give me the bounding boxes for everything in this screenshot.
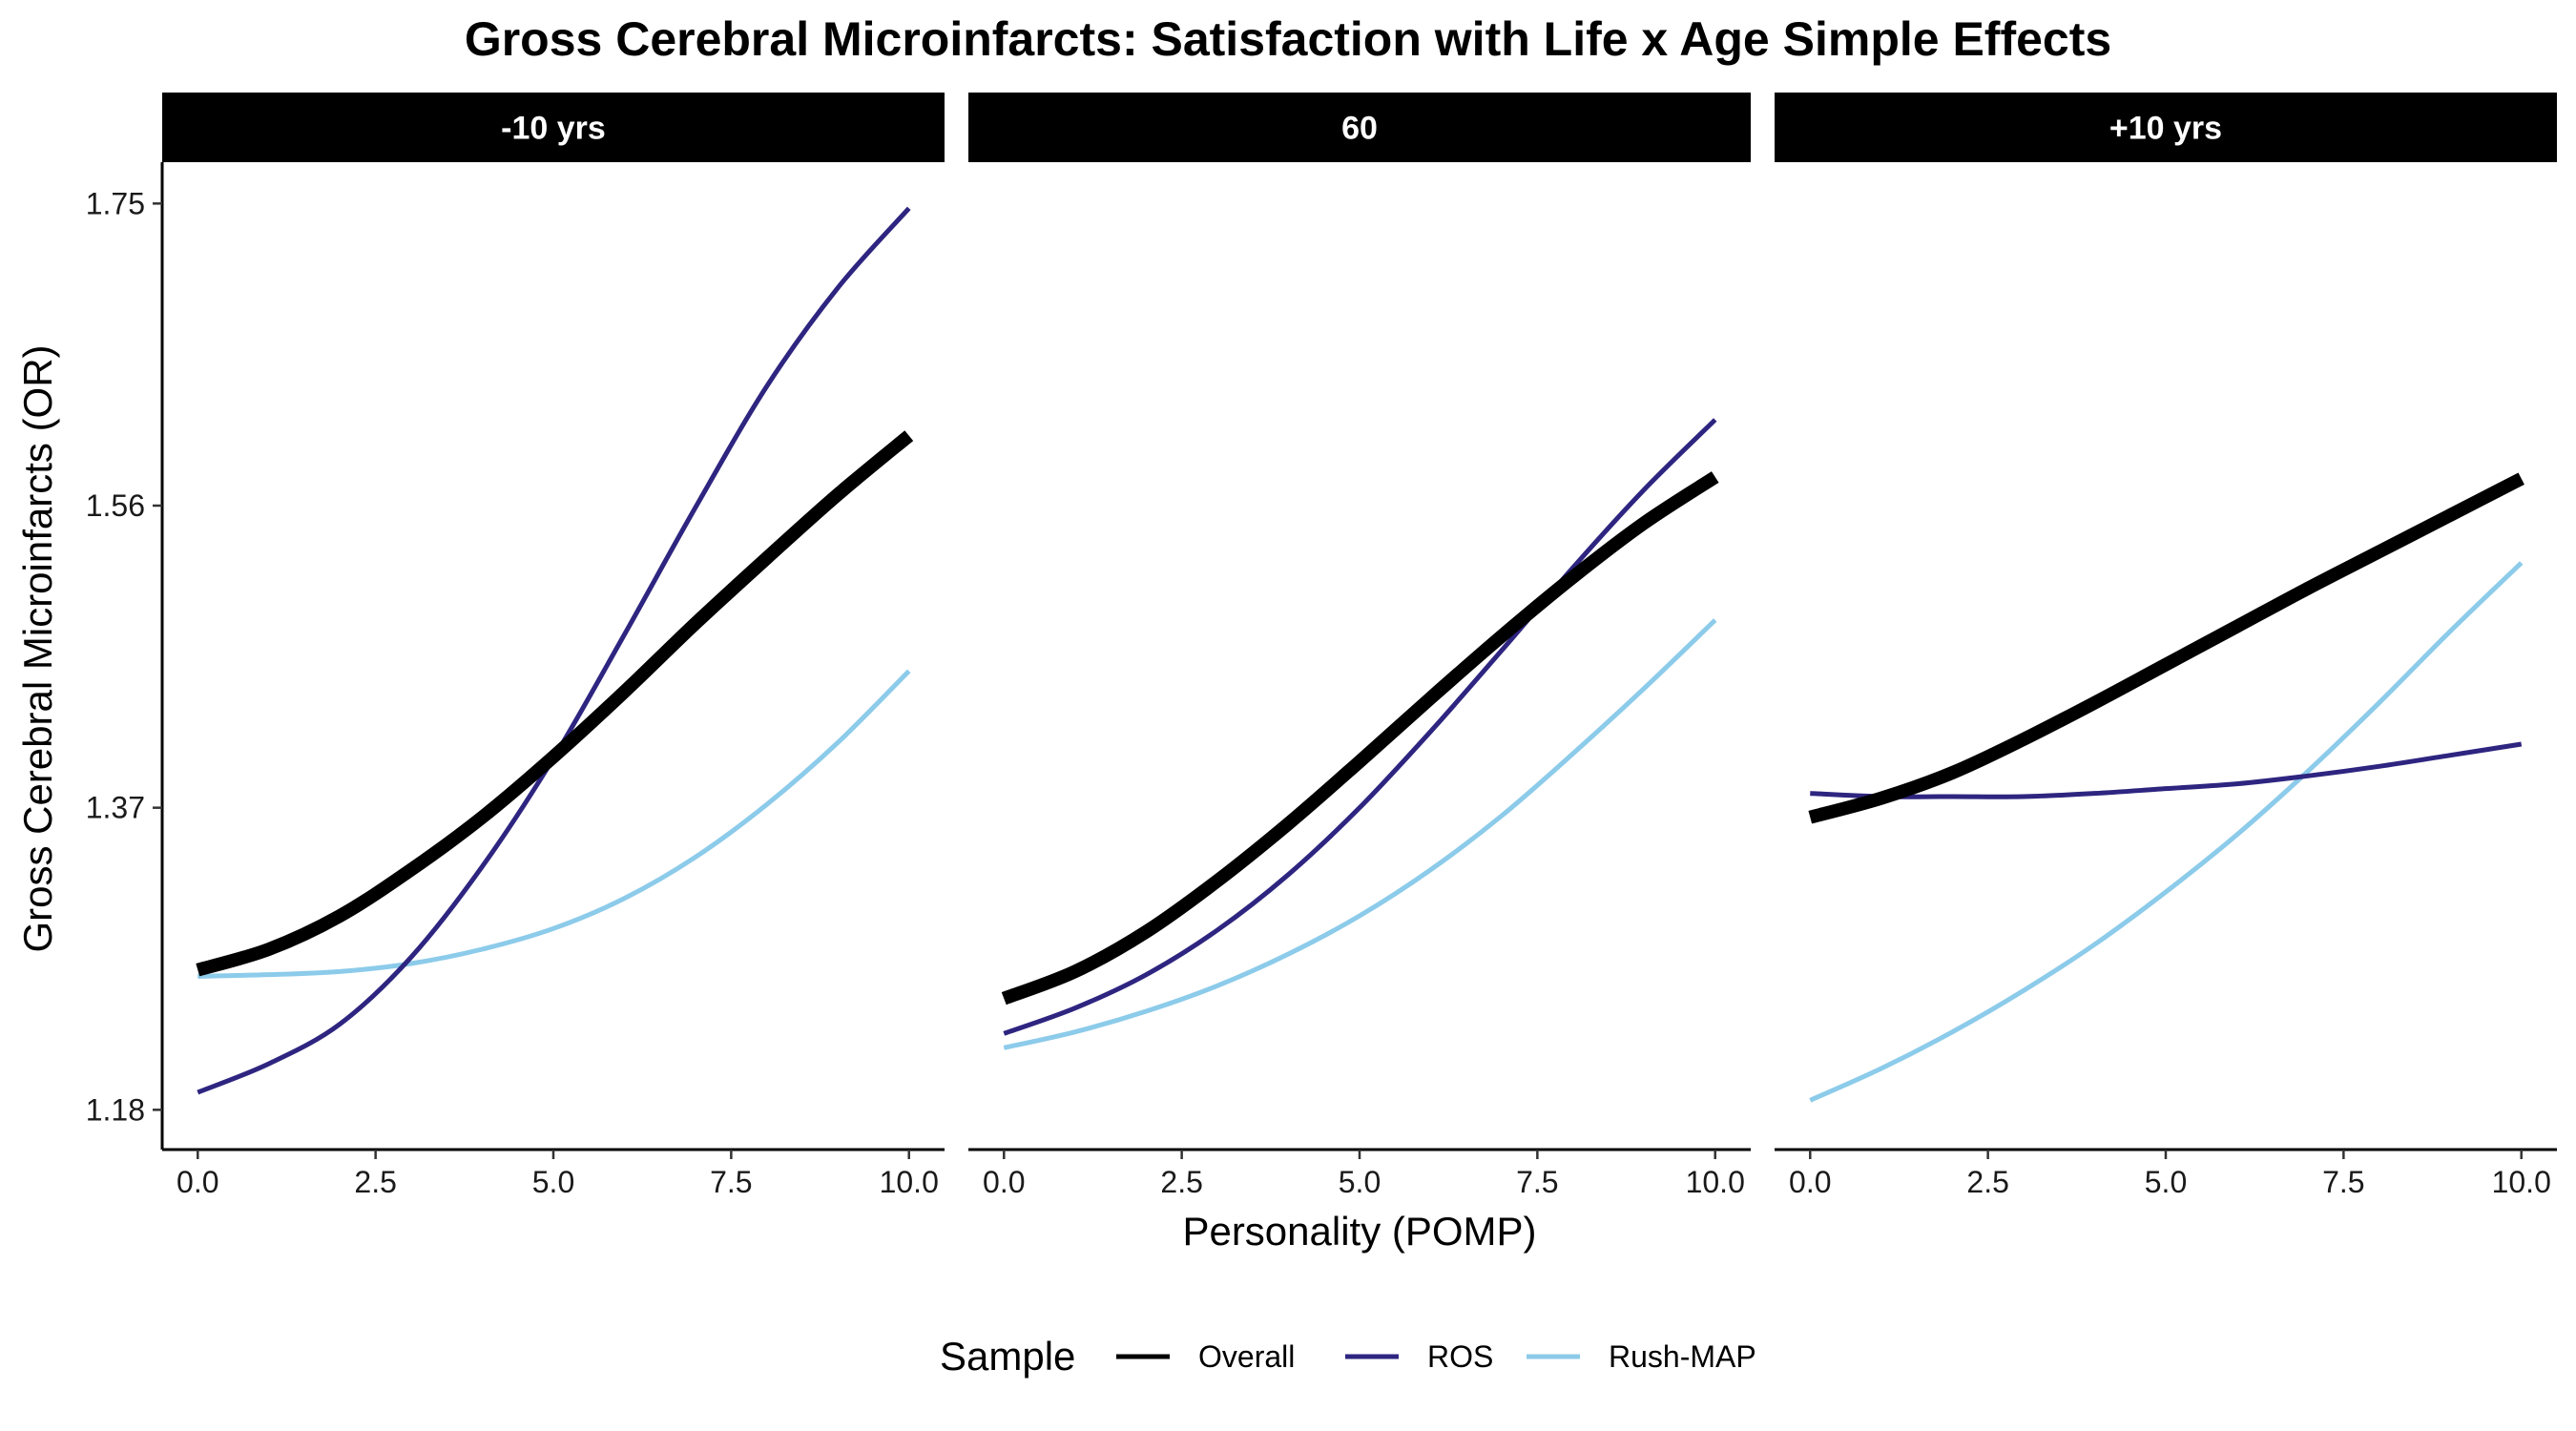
- legend-item-overall: Overall: [1116, 1339, 1295, 1374]
- panel-10-yrs: -10 yrs 1.18 1.37 1.56 1.75 0.0 2.5 5.0 7.5 10.0: [86, 93, 945, 1199]
- y-tick-label: 1.56: [86, 488, 145, 523]
- legend-item-ros: ROS: [1345, 1339, 1493, 1374]
- facet-strip-label: -10 yrs: [501, 111, 606, 147]
- x-tick-label: 2.5: [1966, 1165, 2008, 1199]
- x-tick-label: 5.0: [1339, 1165, 1381, 1199]
- x-tick-label: 2.5: [354, 1165, 396, 1199]
- y-tick-label: 1.37: [86, 791, 145, 825]
- series-line-rush-map: [197, 669, 911, 979]
- series-line-overall: [1001, 471, 1719, 1006]
- series-line-ros: [197, 206, 911, 1095]
- x-tick-label: 7.5: [2322, 1165, 2364, 1199]
- panel-10-yrs: +10 yrs 0.0 2.5 5.0 7.5 10.0: [1775, 93, 2557, 1199]
- facet-strip: [968, 93, 1751, 162]
- series-line-overall: [1808, 472, 2524, 824]
- x-tick-label: 2.5: [1160, 1165, 1202, 1199]
- series-line-ros: [1003, 418, 1717, 1036]
- y-tick-label: 1.18: [86, 1092, 145, 1127]
- x-tick-label: 0.0: [983, 1165, 1025, 1199]
- x-tick-label: 7.5: [1516, 1165, 1558, 1199]
- facet-strip-label: +10 yrs: [2109, 111, 2222, 147]
- x-tick-label: 10.0: [880, 1165, 939, 1199]
- panel-60: 60 0.0 2.5 5.0 7.5 10.0: [968, 93, 1751, 1199]
- series-line-overall: [196, 430, 914, 977]
- x-tick-label: 5.0: [532, 1165, 574, 1199]
- y-tick-label: 1.75: [86, 186, 145, 220]
- x-axis-title: Personality (POMP): [1182, 1209, 1536, 1254]
- series-line-rush-map: [1003, 618, 1717, 1050]
- facet-strip: [1775, 93, 2557, 162]
- legend-item-rush-map: Rush-MAP: [1527, 1339, 1756, 1374]
- chart-title: Gross Cerebral Microinfarcts: Satisfacti…: [465, 12, 2111, 66]
- x-tick-label: 7.5: [710, 1165, 752, 1199]
- legend-label: Overall: [1198, 1339, 1295, 1374]
- x-tick-label: 0.0: [177, 1165, 218, 1199]
- y-axis-title: Gross Cerebral Microinfarcts (OR): [15, 344, 60, 952]
- legend-label: Rush-MAP: [1609, 1339, 1756, 1374]
- series-line-rush-map: [1809, 561, 2524, 1103]
- facet-strip: [162, 93, 945, 162]
- facet-strip-label: 60: [1341, 111, 1378, 147]
- x-tick-label: 10.0: [2492, 1165, 2551, 1199]
- legend: Sample Overall ROS Rush-MAP: [940, 1334, 1756, 1379]
- x-tick-label: 0.0: [1789, 1165, 1831, 1199]
- legend-label: ROS: [1427, 1339, 1493, 1374]
- x-tick-label: 10.0: [1686, 1165, 1745, 1199]
- x-tick-label: 5.0: [2145, 1165, 2187, 1199]
- series-line-ros: [1810, 741, 2523, 799]
- legend-title: Sample: [940, 1334, 1075, 1379]
